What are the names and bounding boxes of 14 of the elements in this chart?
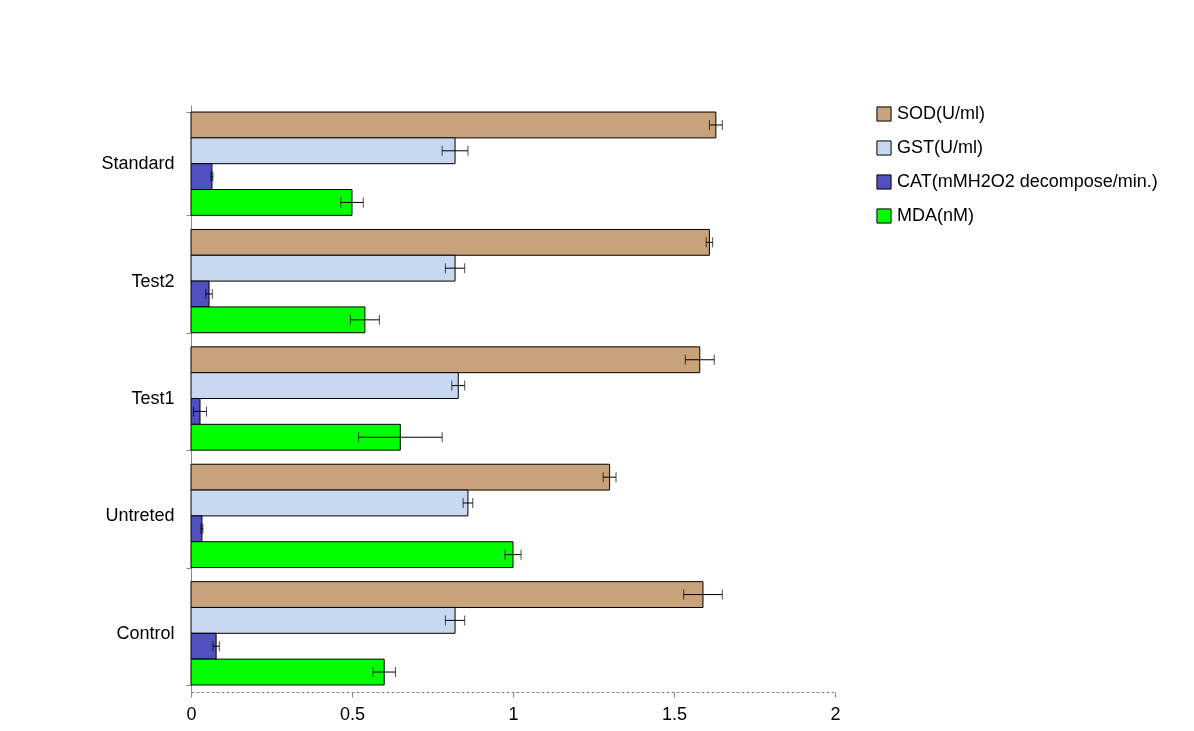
legend-label: SOD(U/ml) [897,103,985,123]
legend-label: CAT(mMH2O2 decompose/min.) [897,171,1158,191]
y-tick-label: Untreted [105,505,175,526]
x-tick-label: 0 [186,703,197,724]
y-tick-label: Standard [101,153,175,174]
x-tick-label: 1.5 [661,703,688,724]
y-tick-label: Test2 [131,270,175,291]
legend-label: MDA(nM) [897,205,974,225]
x-tick-label: 1 [508,703,519,724]
y-tick-label: Control [116,622,175,643]
y-tick-label: Test1 [131,388,175,408]
x-tick-label: 2 [830,703,841,724]
x-tick-label: 0.5 [339,703,366,724]
legend-label: GST(U/ml) [897,137,983,157]
